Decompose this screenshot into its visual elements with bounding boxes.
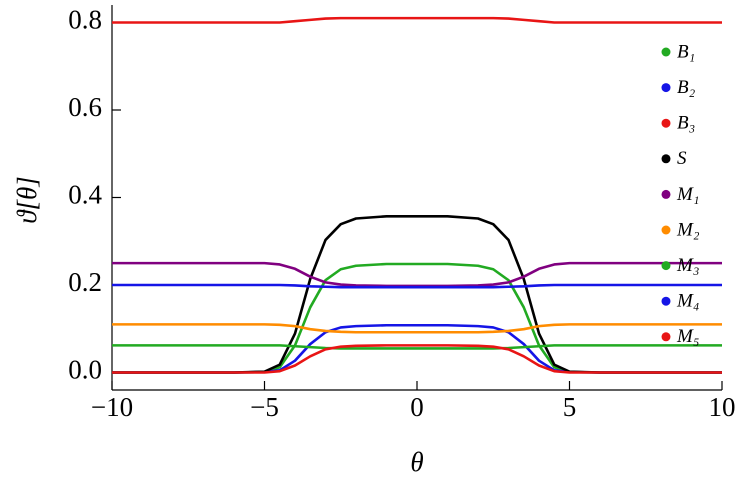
legend-label: M₂ [676, 219, 700, 240]
line-series [112, 344, 722, 374]
legend-marker [661, 225, 671, 235]
line-series [112, 323, 722, 334]
legend-label: B₂ [677, 77, 696, 98]
x-tick-label: −10 [91, 392, 133, 422]
legend-marker [661, 47, 671, 57]
line-series [112, 215, 722, 374]
legend-marker [661, 83, 671, 93]
line-series [112, 344, 722, 350]
x-tick-label: 0 [410, 392, 424, 422]
y-axis-label: ϑ[θ] [12, 176, 42, 224]
legend-label: M₁ [676, 184, 699, 205]
line-series [112, 283, 722, 289]
y-tick-label: 0.4 [68, 180, 102, 210]
x-tick-label: 5 [563, 392, 577, 422]
legend-marker [661, 154, 671, 164]
legend-marker [661, 332, 671, 342]
line-series [112, 323, 722, 374]
legend-label: B₁ [677, 41, 695, 62]
y-tick-label: 0.0 [68, 355, 102, 385]
x-tick-label: 10 [709, 392, 736, 422]
line-series [112, 262, 722, 374]
x-tick-label: −5 [250, 392, 279, 422]
legend-label: M₃ [676, 255, 699, 276]
y-tick-label: 0.2 [68, 267, 102, 297]
legend-label: B₃ [677, 113, 695, 134]
legend-marker [661, 189, 671, 199]
legend-label: M₄ [676, 291, 699, 312]
line-series [112, 16, 722, 24]
y-tick-label: 0.6 [68, 92, 102, 122]
line-series [112, 261, 722, 288]
x-axis-label: θ [410, 447, 423, 477]
legend-label: M₅ [676, 326, 699, 347]
legend-marker [661, 296, 671, 306]
legend-marker [661, 261, 671, 271]
y-tick-label: 0.8 [68, 5, 102, 35]
legend-marker [661, 118, 671, 128]
legend-label: S [677, 148, 687, 169]
